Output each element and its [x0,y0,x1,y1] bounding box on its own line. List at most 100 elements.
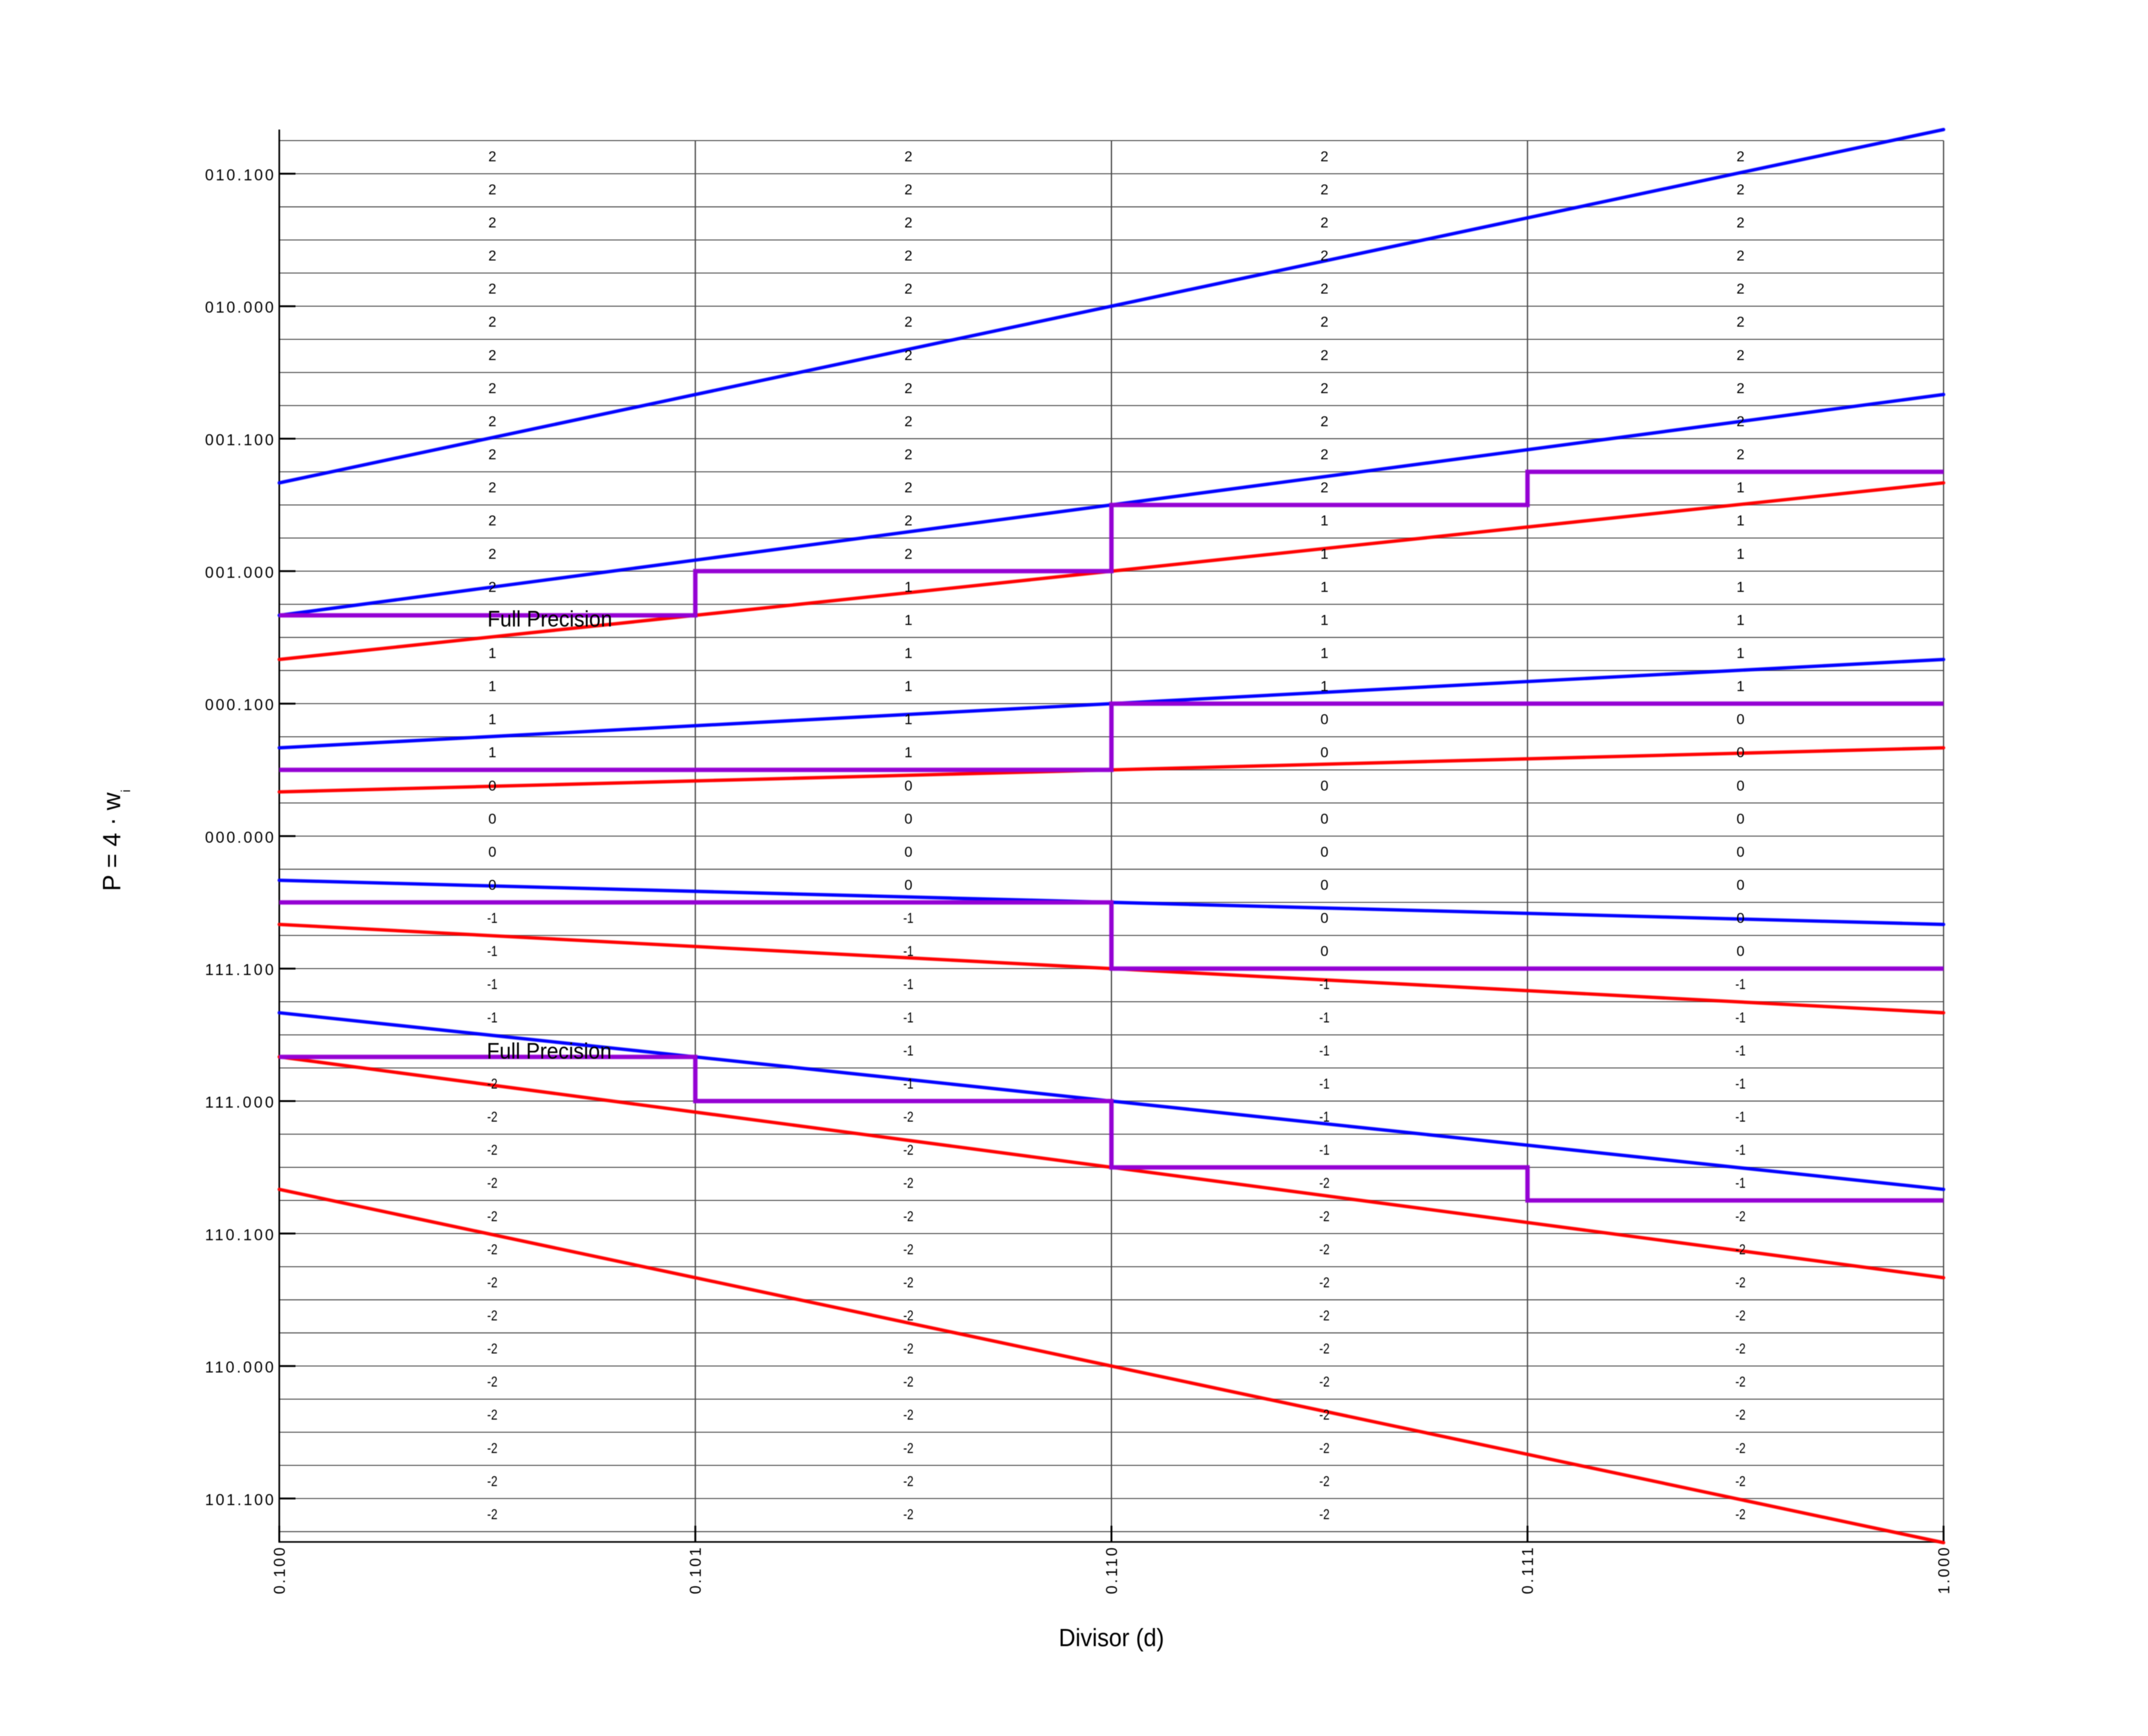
svg-text:-2: -2 [903,1373,914,1390]
svg-text:1: 1 [1737,545,1745,562]
svg-text:101.100: 101.100 [205,1491,274,1509]
svg-text:-2: -2 [903,1109,914,1125]
svg-text:-2: -2 [903,1307,914,1324]
svg-text:-1: -1 [1735,976,1746,992]
svg-text:2: 2 [1321,314,1329,330]
svg-text:0: 0 [1737,744,1745,761]
svg-text:-2: -2 [1735,1373,1746,1390]
svg-text:0: 0 [904,811,912,827]
svg-text:2: 2 [489,248,497,264]
svg-text:2: 2 [1321,347,1329,363]
svg-text:2: 2 [904,446,912,462]
svg-text:2: 2 [489,347,497,363]
svg-text:-2: -2 [487,1241,498,1257]
svg-text:2: 2 [1321,380,1329,396]
svg-text:1: 1 [1737,479,1745,495]
svg-text:1: 1 [904,711,912,728]
svg-text:2: 2 [904,413,912,429]
svg-text:0.111: 0.111 [1520,1548,1537,1594]
svg-text:0: 0 [1737,910,1745,926]
svg-text:-2: -2 [903,1506,914,1522]
svg-text:0: 0 [1737,943,1745,959]
svg-text:001.000: 001.000 [205,564,274,582]
svg-text:0: 0 [904,877,912,893]
svg-text:1: 1 [1321,645,1329,661]
svg-text:2: 2 [489,578,497,595]
svg-text:1: 1 [904,678,912,695]
svg-text:-2: -2 [1735,1208,1746,1224]
svg-text:2: 2 [1321,148,1329,164]
svg-text:2: 2 [904,479,912,495]
svg-text:0: 0 [1321,943,1329,959]
svg-text:-2: -2 [1735,1241,1746,1257]
svg-text:-2: -2 [903,1473,914,1489]
svg-text:1: 1 [1321,578,1329,595]
svg-text:-2: -2 [487,1340,498,1357]
svg-text:-2: -2 [1735,1274,1746,1290]
svg-text:2: 2 [1737,413,1745,429]
svg-text:2: 2 [1321,181,1329,197]
svg-text:2: 2 [1321,413,1329,429]
svg-text:0: 0 [1321,778,1329,794]
svg-text:0: 0 [1737,844,1745,860]
svg-text:0: 0 [1737,711,1745,728]
svg-text:-2: -2 [487,1473,498,1489]
svg-text:0: 0 [1737,877,1745,893]
svg-text:-1: -1 [487,976,498,992]
svg-text:-2: -2 [903,1407,914,1423]
svg-text:-2: -2 [487,1506,498,1522]
svg-text:2: 2 [1321,248,1329,264]
svg-text:-1: -1 [1735,1109,1746,1125]
svg-text:-1: -1 [487,910,498,926]
svg-text:0.101: 0.101 [687,1548,705,1594]
svg-text:1: 1 [904,578,912,595]
svg-text:2: 2 [904,148,912,164]
svg-text:-1: -1 [903,1042,914,1058]
svg-text:0: 0 [904,778,912,794]
svg-text:2: 2 [489,479,497,495]
svg-text:-2: -2 [903,1274,914,1290]
svg-text:2: 2 [489,413,497,429]
svg-text:-2: -2 [1735,1307,1746,1324]
svg-text:2: 2 [1737,347,1745,363]
svg-text:1: 1 [1737,612,1745,628]
svg-text:010.100: 010.100 [205,167,274,184]
svg-text:-2: -2 [487,1208,498,1224]
svg-text:1: 1 [489,678,497,695]
svg-text:2: 2 [489,215,497,231]
svg-text:2: 2 [489,181,497,197]
svg-text:1: 1 [1321,612,1329,628]
svg-text:1: 1 [489,744,497,761]
svg-text:2: 2 [1737,446,1745,462]
svg-text:0.100: 0.100 [271,1548,289,1594]
svg-text:2: 2 [904,181,912,197]
svg-text:2: 2 [904,215,912,231]
svg-text:2: 2 [489,148,497,164]
svg-text:2: 2 [1321,446,1329,462]
svg-text:-2: -2 [903,1175,914,1191]
svg-text:-2: -2 [487,1307,498,1324]
svg-text:111.000: 111.000 [205,1094,274,1111]
svg-text:-2: -2 [903,1208,914,1224]
svg-text:1: 1 [489,645,497,661]
svg-text:2: 2 [1737,181,1745,197]
svg-text:000.000: 000.000 [205,829,274,846]
svg-text:-2: -2 [1319,1274,1330,1290]
svg-text:1.000: 1.000 [1935,1548,1953,1594]
svg-text:2: 2 [489,512,497,529]
svg-text:0: 0 [1321,844,1329,860]
svg-text:0: 0 [489,877,497,893]
svg-text:-1: -1 [1735,1042,1746,1058]
svg-text:0: 0 [489,844,497,860]
svg-text:1: 1 [904,645,912,661]
svg-text:-1: -1 [1319,1076,1330,1092]
svg-text:2: 2 [1737,380,1745,396]
svg-text:-1: -1 [1319,976,1330,992]
svg-text:-2: -2 [487,1440,498,1456]
svg-text:0.110: 0.110 [1103,1548,1121,1594]
svg-text:2: 2 [489,545,497,562]
svg-text:-1: -1 [1735,1076,1746,1092]
svg-text:1: 1 [489,711,497,728]
svg-text:0: 0 [1321,711,1329,728]
svg-text:010.000: 010.000 [205,299,274,316]
